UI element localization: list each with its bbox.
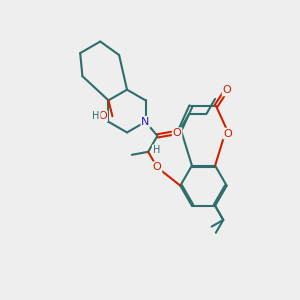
Text: O: O bbox=[223, 129, 232, 139]
Text: O: O bbox=[98, 111, 107, 121]
Text: N: N bbox=[141, 117, 150, 127]
Text: O: O bbox=[153, 162, 161, 172]
Text: H: H bbox=[92, 111, 100, 121]
Text: H: H bbox=[153, 146, 160, 155]
Text: O: O bbox=[173, 128, 182, 138]
Text: O: O bbox=[223, 85, 231, 95]
